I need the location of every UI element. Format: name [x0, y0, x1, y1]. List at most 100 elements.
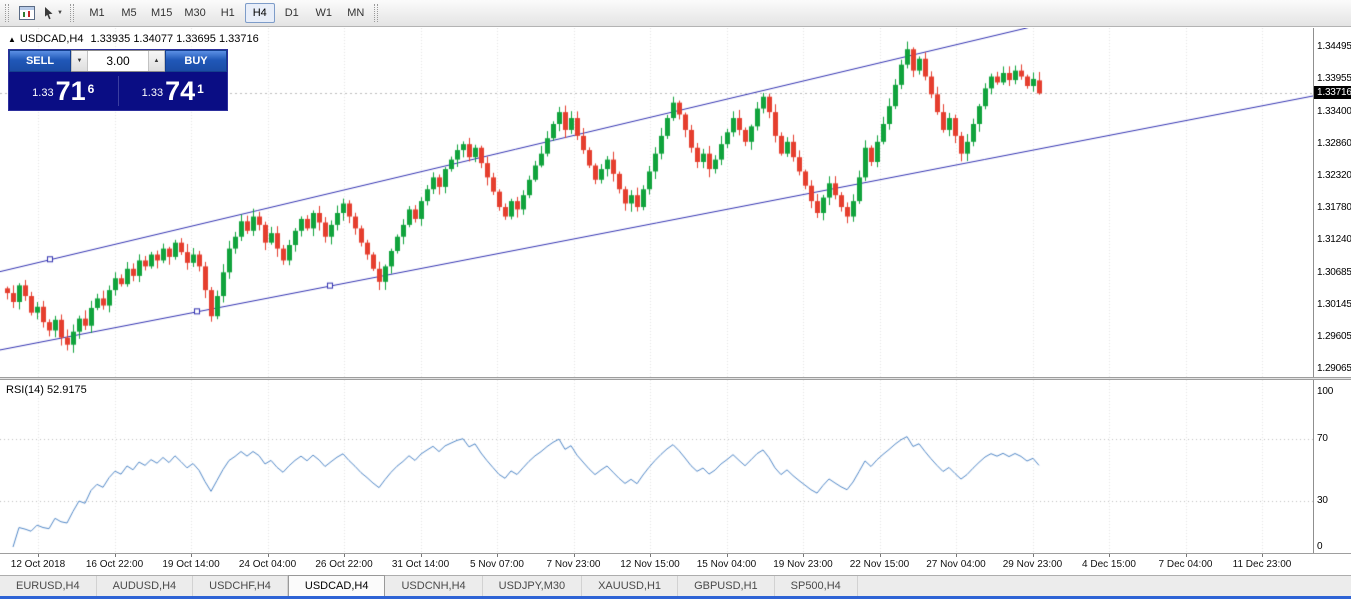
trade-prices-row: 1.33 71 6 1.33 74 1 [9, 72, 227, 110]
time-axis-label: 11 Dec 23:00 [1232, 559, 1292, 570]
panel-divider[interactable] [0, 377, 1351, 380]
buy-button[interactable]: BUY [165, 50, 227, 72]
time-axis-label: 26 Oct 22:00 [315, 559, 373, 570]
time-tick-mark [268, 554, 269, 557]
cursor-arrow-icon [45, 7, 53, 20]
timeframe-m30[interactable]: M30 [184, 7, 206, 19]
timeframe-toolbar: M1 M5 M15 M30 H1 H4 D1 W1 MN [82, 3, 371, 23]
time-axis-label: 7 Nov 23:00 [546, 559, 601, 570]
sell-price-display[interactable]: 1.33 71 6 [9, 75, 118, 106]
volume-decrease-button[interactable]: ▼ [71, 51, 88, 71]
time-tick-mark [38, 554, 39, 557]
tab-usdjpy-m30[interactable]: USDJPY,M30 [483, 576, 583, 596]
time-axis[interactable]: 12 Oct 2018 16 Oct 22:00 19 Oct 14:00 24 Oc… [0, 553, 1351, 575]
current-price-tag: 1.33716 [1314, 86, 1351, 100]
time-tick-mark [880, 554, 881, 557]
time-axis-label: 27 Nov 04:00 [926, 559, 986, 570]
price-axis-label: 1.30685 [1317, 267, 1351, 279]
time-tick-mark [650, 554, 651, 557]
time-tick-mark [344, 554, 345, 557]
time-tick-mark [956, 554, 957, 557]
price-axis-label: 1.30145 [1317, 299, 1351, 311]
buy-price-big: 74 [165, 75, 196, 106]
timeframe-mn[interactable]: MN [347, 7, 365, 19]
chart-ohlc-label: 1.33935 1.34077 1.33695 1.33716 [90, 33, 259, 45]
timeframe-m1[interactable]: M1 [89, 7, 105, 19]
time-axis-label: 24 Oct 04:00 [238, 559, 297, 570]
sell-price-big: 71 [55, 75, 86, 106]
one-click-trading-widget: SELL ▼ 3.00 ▲ BUY 1.33 71 6 1.33 74 [8, 49, 228, 111]
timeframe-h4[interactable]: H4 [244, 3, 275, 23]
cursor-tool-icon[interactable]: ▼ [39, 2, 67, 24]
time-tick-mark [1109, 554, 1110, 557]
time-axis-label: 15 Nov 04:00 [696, 559, 757, 570]
dropdown-caret-icon[interactable]: ▼ [57, 10, 63, 16]
tab-eurusd-h4[interactable]: EURUSD,H4 [0, 576, 97, 596]
time-axis-label: 29 Nov 23:00 [1002, 559, 1063, 570]
price-axis-label: 1.29605 [1317, 331, 1351, 343]
time-tick-mark [727, 554, 728, 557]
sell-button[interactable]: SELL [9, 50, 71, 72]
buy-price-pip: 1 [197, 81, 204, 96]
tab-sp500-h4[interactable]: SP500,H4 [775, 576, 858, 596]
rsi-chart [0, 380, 1313, 553]
sell-price-pip: 6 [87, 81, 95, 96]
time-axis-label: 31 Oct 14:00 [391, 559, 450, 570]
rsi-axis-label: 100 [1317, 386, 1334, 397]
top-toolbar: ▼ M1 M5 M15 M30 H1 H4 D1 W1 MN [0, 0, 1351, 27]
volume-stepper: ▼ 3.00 ▲ [71, 50, 165, 72]
time-axis-label: 19 Nov 23:00 [773, 559, 833, 570]
time-tick-mark [421, 554, 422, 557]
timeframe-h1[interactable]: H1 [220, 7, 235, 19]
time-tick-mark [1186, 554, 1187, 557]
time-tick-mark [191, 554, 192, 557]
chart-tabs-bar: EURUSD,H4 AUDUSD,H4 USDCHF,H4 USDCAD,H4 USDC… [0, 575, 1351, 596]
tab-usdchf-h4[interactable]: USDCHF,H4 [193, 576, 288, 596]
price-axis-label: 1.32860 [1317, 138, 1351, 150]
buy-price-display[interactable]: 1.33 74 1 [119, 75, 228, 106]
rsi-axis-label: 70 [1317, 432, 1328, 444]
collapse-arrow-icon[interactable]: ▲ [8, 34, 16, 44]
time-axis-label: 4 Dec 15:00 [1082, 559, 1136, 570]
time-tick-mark [497, 554, 498, 557]
toolbar-grip[interactable] [5, 4, 9, 22]
window-bottom-edge [0, 596, 1351, 599]
toolbar-grip[interactable] [69, 4, 74, 22]
tab-usdcad-h4[interactable]: USDCAD,H4 [287, 575, 386, 596]
time-tick-mark [574, 554, 575, 557]
time-axis-label: 22 Nov 15:00 [849, 559, 910, 570]
time-axis-label: 19 Oct 14:00 [162, 559, 220, 570]
tab-usdcnh-h4[interactable]: USDCNH,H4 [385, 576, 483, 596]
chart-window-icon-svg [19, 6, 35, 20]
timeframe-m15[interactable]: M15 [150, 7, 173, 19]
time-axis-label: 12 Nov 15:00 [620, 559, 680, 570]
price-axis-label: 1.31780 [1317, 202, 1351, 214]
chart-window-icon[interactable] [15, 2, 39, 24]
volume-input[interactable]: 3.00 [106, 54, 130, 68]
time-tick-mark [1262, 554, 1263, 557]
sell-price-prefix: 1.33 [32, 86, 54, 99]
timeframe-d1[interactable]: D1 [284, 7, 299, 19]
toolbar-grip[interactable] [373, 4, 378, 22]
rsi-axis-label: 0 [1317, 541, 1323, 552]
buy-price-prefix: 1.33 [141, 86, 164, 99]
price-axis-label: 1.32320 [1317, 170, 1351, 182]
tab-audusd-h4[interactable]: AUDUSD,H4 [97, 576, 194, 596]
price-axis[interactable]: 1.34495 1.33955 1.33400 1.32860 1.32320 1.317… [1313, 28, 1351, 377]
timeframe-m5[interactable]: M5 [121, 7, 137, 19]
rsi-panel[interactable]: RSI(14) 52.9175 [0, 380, 1313, 553]
trade-controls-row: SELL ▼ 3.00 ▲ BUY [9, 50, 227, 72]
time-axis-label: 12 Oct 2018 [10, 559, 66, 570]
time-tick-mark [1033, 554, 1034, 557]
rsi-axis-label: 30 [1317, 494, 1328, 506]
main-chart-panel[interactable]: ▲ USDCAD,H4 1.33935 1.34077 1.33695 1.33… [0, 28, 1313, 377]
timeframe-w1[interactable]: W1 [315, 7, 333, 19]
tab-gbpusd-h1[interactable]: GBPUSD,H1 [678, 576, 775, 596]
time-axis-label: 16 Oct 22:00 [85, 559, 144, 570]
volume-increase-button[interactable]: ▲ [148, 51, 165, 71]
time-axis-label: 7 Dec 04:00 [1158, 559, 1213, 570]
chart-header: ▲ USDCAD,H4 1.33935 1.34077 1.33695 1.33… [8, 33, 259, 45]
tab-xauusd-h1[interactable]: XAUUSD,H1 [582, 576, 679, 596]
price-divider [117, 76, 119, 106]
time-tick-mark [803, 554, 804, 557]
